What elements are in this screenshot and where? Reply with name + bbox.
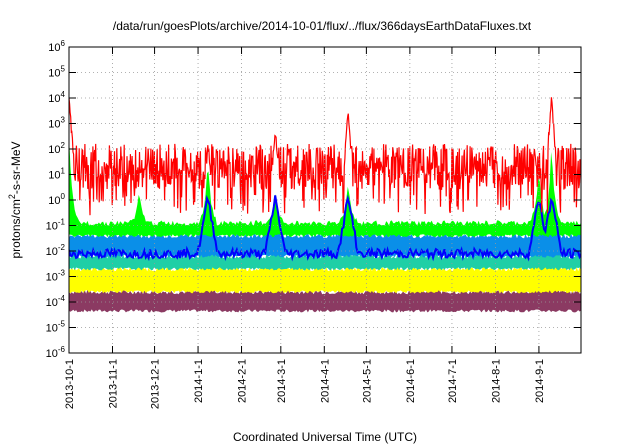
- plot-area: [69, 97, 581, 313]
- y-tick-label: 101: [48, 167, 65, 182]
- y-tick-exp: -1: [58, 218, 66, 227]
- y-tick-base: 10: [46, 246, 58, 258]
- y-axis-label-rest: -s-sr-MeV: [9, 141, 23, 194]
- y-tick-base: 10: [48, 170, 60, 182]
- y-axis-label-sup: 2: [7, 194, 17, 199]
- y-tick-exp: 6: [61, 39, 66, 48]
- y-tick-label: 104: [48, 90, 65, 105]
- y-tick-base: 10: [46, 221, 58, 233]
- y-tick-base: 10: [48, 144, 60, 156]
- y-tick-exp: 5: [61, 65, 66, 74]
- y-tick-label: 106: [48, 39, 65, 54]
- y-tick-label: 100: [48, 192, 65, 207]
- y-tick-label: 10-1: [46, 218, 66, 233]
- x-tick-label: 2013-11-1: [107, 359, 119, 408]
- y-axis: 10-610-510-410-310-210-11001011021031041…: [46, 39, 581, 360]
- band-1: [69, 247, 581, 294]
- y-tick-label: 10-5: [46, 320, 66, 335]
- x-tick-label: 2014-1-1: [193, 359, 205, 403]
- x-tick-label: 2014-8-1: [490, 359, 502, 403]
- band-2: [69, 234, 581, 271]
- x-tick-label: 2013-12-1: [150, 359, 162, 409]
- y-tick-exp: 3: [61, 116, 66, 125]
- y-tick-exp: 4: [61, 90, 66, 99]
- grid: [69, 47, 581, 353]
- x-tick-label: 2014-9-1: [534, 359, 546, 403]
- y-tick-base: 10: [46, 323, 58, 335]
- x-tick-label: 2014-6-1: [405, 359, 417, 403]
- y-axis-label-main: protons/cm: [9, 199, 23, 258]
- x-tick-label: 2014-3-1: [276, 359, 288, 403]
- y-tick-exp: -3: [58, 269, 66, 278]
- y-tick-exp: -6: [58, 345, 66, 354]
- x-tick-label: 2014-5-1: [361, 359, 373, 403]
- x-tick-label: 2014-4-1: [319, 359, 331, 403]
- band-3: [69, 179, 581, 258]
- y-tick-exp: -4: [58, 294, 66, 303]
- y-tick-base: 10: [46, 297, 58, 309]
- x-tick-label: 2014-2-1: [237, 359, 249, 403]
- series-line-red: [69, 97, 581, 216]
- x-axis: 2013-10-1 2013-11-1 2013-12-1 2014-1-1 2014-…: [64, 47, 546, 409]
- y-tick-label: 10-2: [46, 243, 66, 258]
- y-tick-exp: 2: [61, 141, 66, 150]
- y-tick-label: 105: [48, 65, 65, 80]
- y-tick-label: 10-4: [46, 294, 66, 309]
- series-line-blue: [69, 194, 581, 262]
- y-tick-label: 103: [48, 116, 65, 131]
- y-tick-base: 10: [48, 68, 60, 80]
- x-axis-label: Coordinated Universal Time (UTC): [233, 430, 417, 444]
- y-tick-exp: -5: [58, 320, 66, 329]
- y-tick-exp: 1: [61, 167, 66, 176]
- y-tick-label: 10-3: [46, 269, 66, 284]
- y-tick-label: 102: [48, 141, 65, 156]
- band-4: [69, 135, 581, 238]
- x-tick-label: 2013-10-1: [64, 359, 76, 409]
- chart-title: /data/run/goesPlots/archive/2014-10-01/f…: [113, 19, 532, 33]
- y-tick-label: 10-6: [46, 345, 66, 360]
- y-tick-exp: 0: [61, 192, 66, 201]
- y-tick-exp: -2: [58, 243, 66, 252]
- y-tick-base: 10: [48, 195, 60, 207]
- y-tick-base: 10: [48, 119, 60, 131]
- y-tick-base: 10: [48, 42, 60, 54]
- y-tick-base: 10: [46, 272, 58, 284]
- y-tick-base: 10: [48, 93, 60, 105]
- y-axis-label: protons/cm2-s-sr-MeV: [7, 141, 23, 258]
- x-tick-label: 2014-7-1: [447, 359, 459, 403]
- y-tick-base: 10: [46, 348, 58, 360]
